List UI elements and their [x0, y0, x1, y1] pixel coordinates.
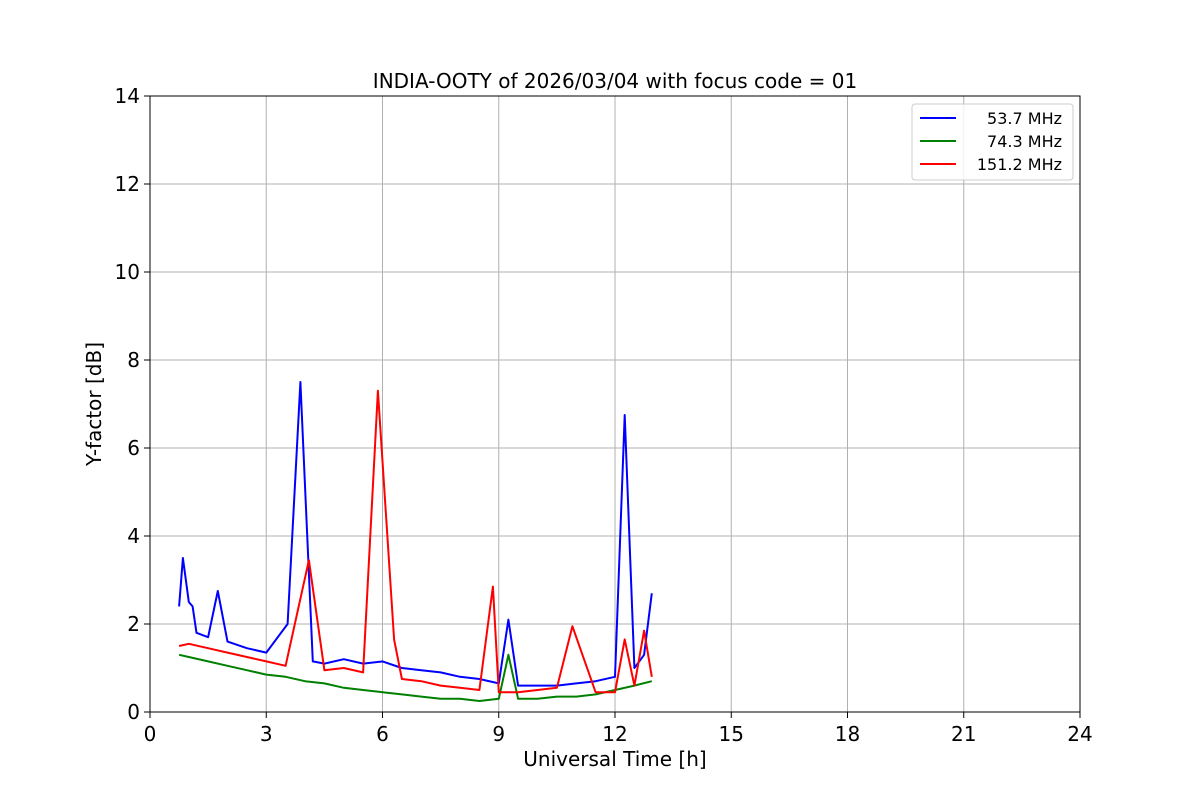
series-line-0: [178, 381, 653, 687]
legend-label-1: 74.3 MHz: [987, 132, 1062, 151]
y-tick-label: 10: [115, 260, 140, 284]
series-layer: [178, 381, 653, 702]
y-tick-label: 12: [115, 172, 140, 196]
legend-label-0: 53.7 MHz: [987, 109, 1062, 128]
x-tick-label: 18: [835, 722, 860, 746]
legend: 53.7 MHz 74.3 MHz 151.2 MHz: [911, 103, 1074, 181]
chart-title: INDIA-OOTY of 2026/03/04 with focus code…: [373, 69, 857, 93]
x-tick-label: 6: [376, 722, 389, 746]
x-tick-label: 15: [719, 722, 744, 746]
y-tick-label: 4: [127, 524, 140, 548]
y-axis-label: Y-factor [dB]: [82, 342, 106, 467]
y-tick-label: 8: [127, 348, 140, 372]
x-tick-label: 21: [951, 722, 976, 746]
x-tick-label: 24: [1067, 722, 1092, 746]
legend-label-2: 151.2 MHz: [977, 155, 1062, 174]
y-tick-label: 6: [127, 436, 140, 460]
legend-box: [911, 103, 1074, 181]
x-axis-label: Universal Time [h]: [523, 747, 706, 771]
x-tick-label: 3: [260, 722, 273, 746]
legend-entries: 53.7 MHz 74.3 MHz 151.2 MHz: [920, 109, 1062, 174]
series-line-1: [178, 653, 653, 702]
x-tick-label: 0: [144, 722, 157, 746]
series-line-2: [178, 389, 653, 694]
x-tick-label: 12: [602, 722, 627, 746]
y-tick-label: 2: [127, 612, 140, 636]
y-tick-label: 14: [115, 84, 140, 108]
x-tick-label: 9: [492, 722, 505, 746]
y-tick-label: 0: [127, 700, 140, 724]
grid-layer: [149, 95, 1081, 713]
